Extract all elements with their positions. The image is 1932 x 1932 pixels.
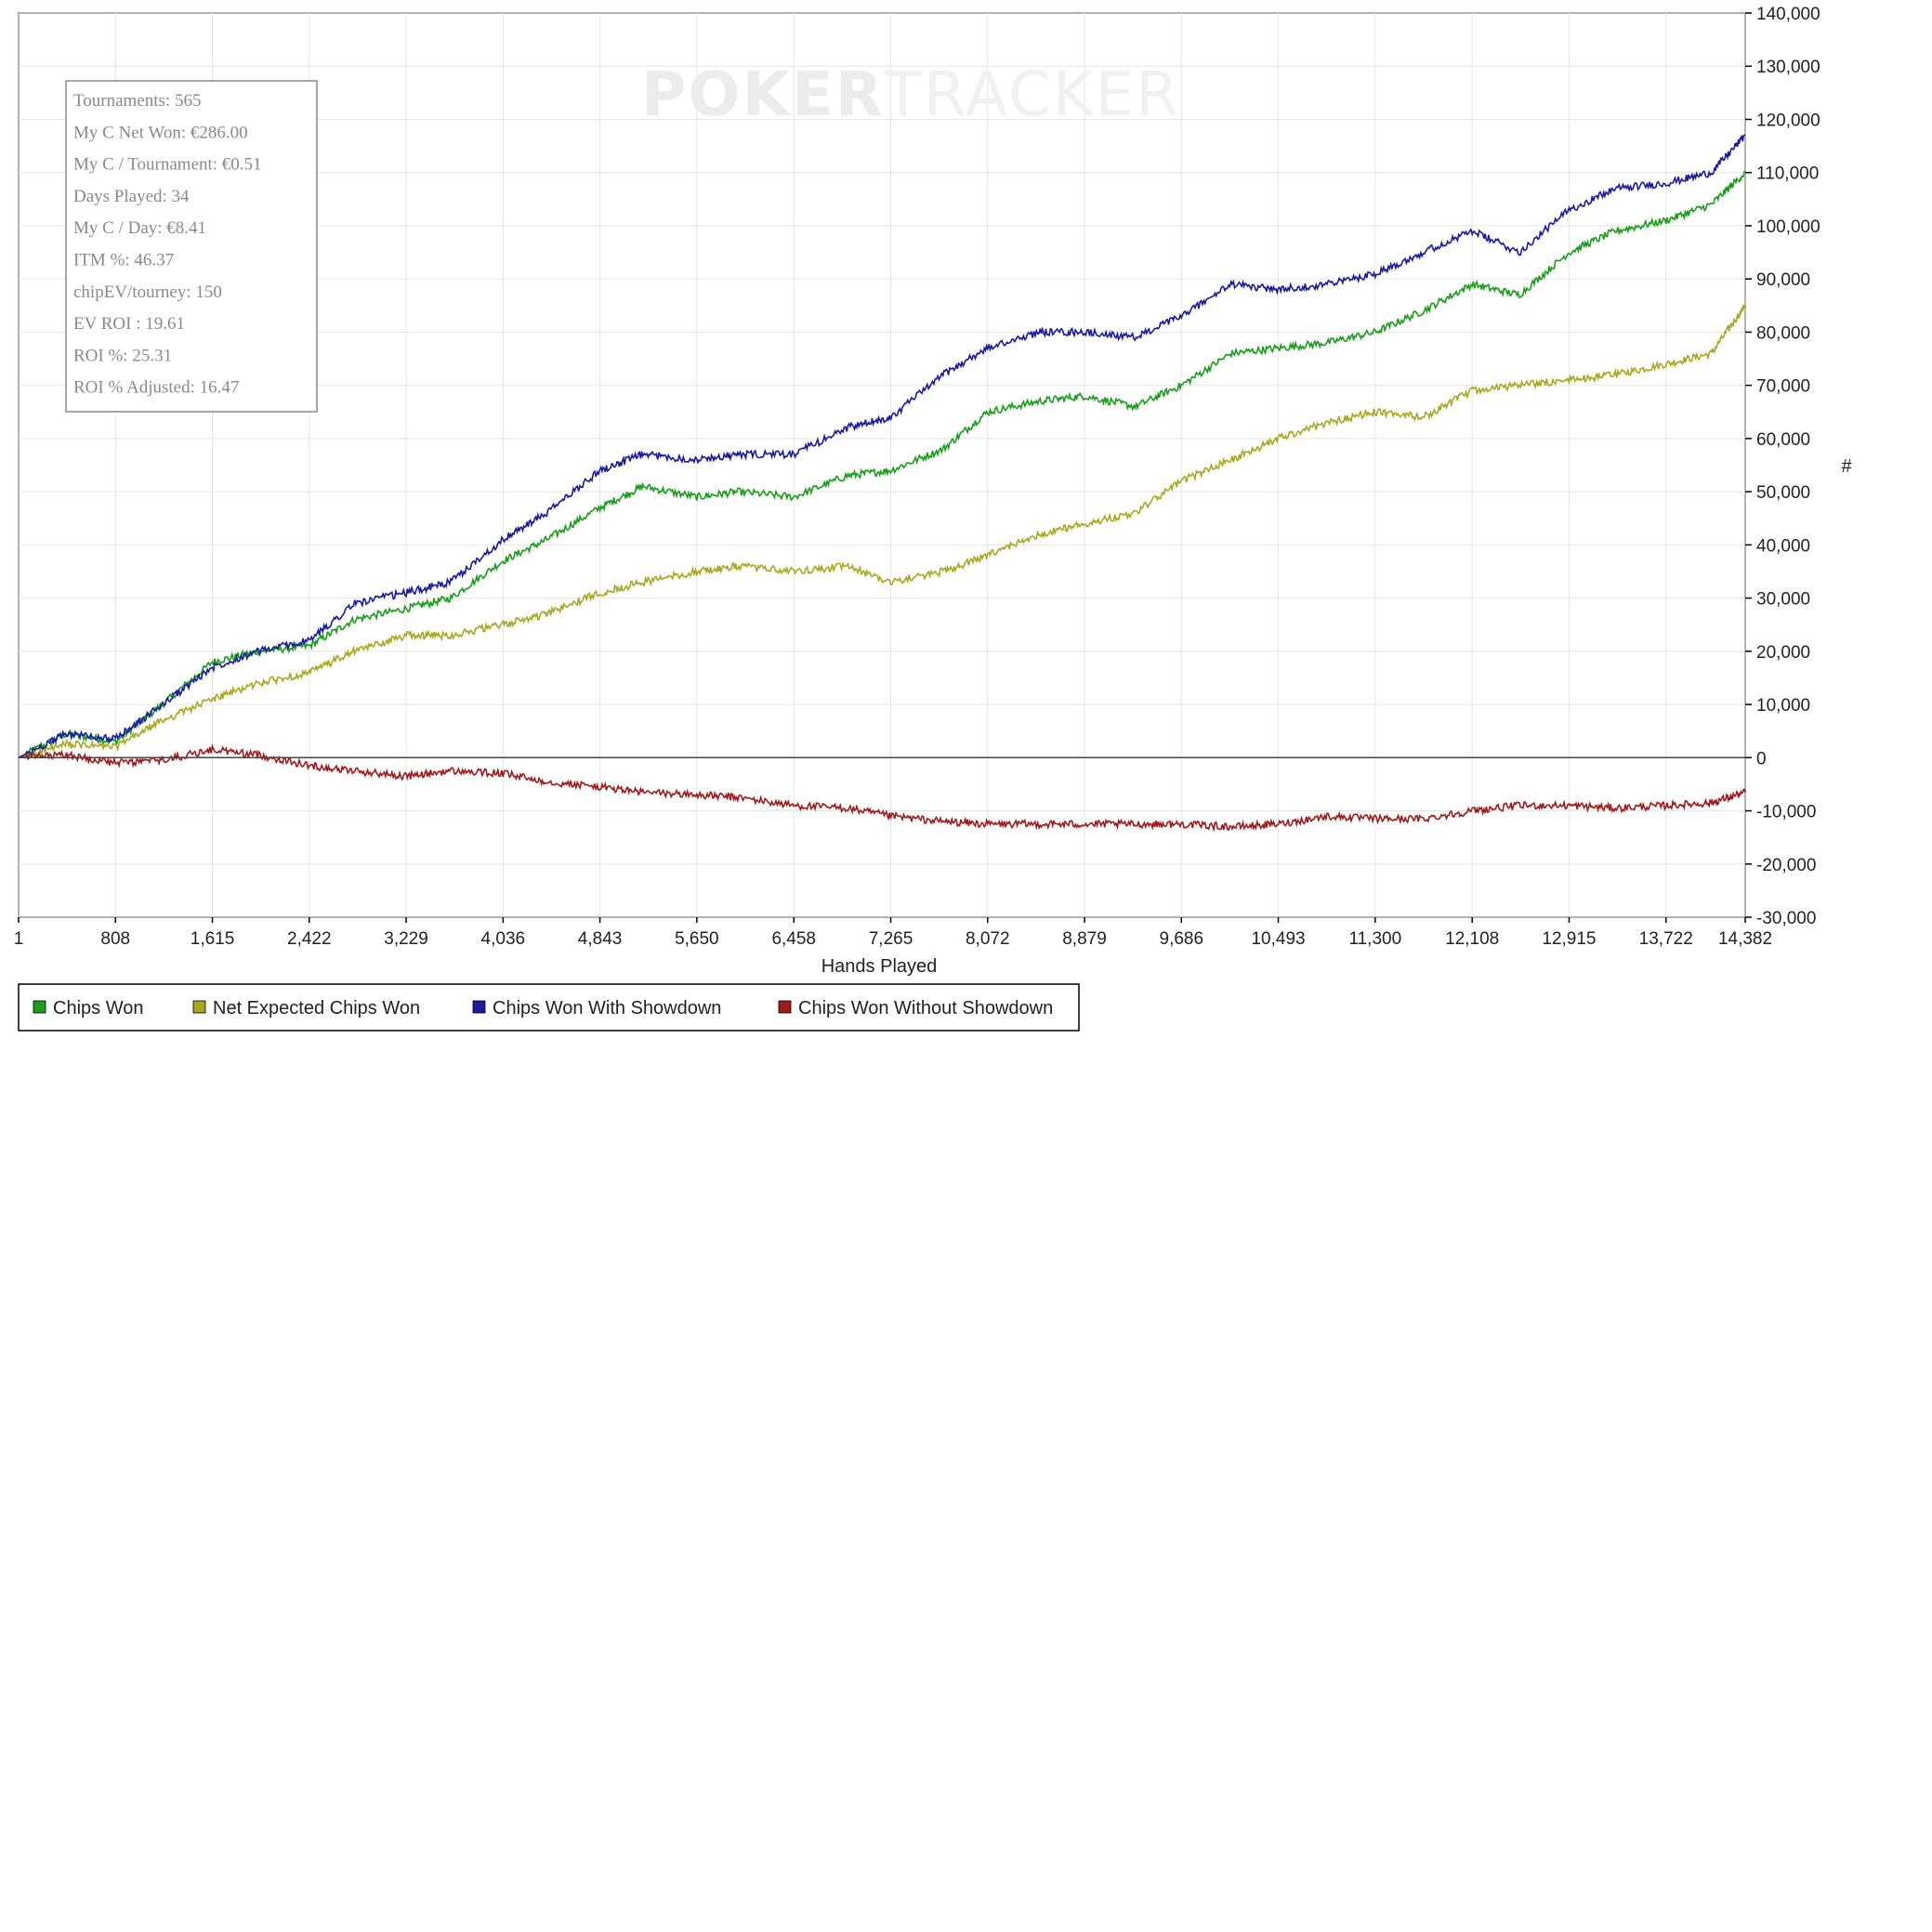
x-tick-label: 7,265	[869, 929, 913, 949]
x-tick-label: 2,422	[287, 929, 332, 949]
x-tick-label: 8,072	[966, 929, 1010, 949]
svg-text:POKERTRACKER: POKERTRACKER	[641, 59, 1180, 130]
series-line-chips-won	[18, 170, 1746, 759]
stats-line: ITM %: 46.37	[73, 251, 174, 270]
watermark: POKERTRACKER	[641, 59, 1180, 130]
legend: Chips Won Net Expected Chips Won Chips Won…	[18, 983, 1080, 1032]
x-tick-label: 14,382	[1718, 929, 1772, 949]
stats-line: Days Played: 34	[73, 187, 190, 206]
watermark-light: TRACKER	[884, 59, 1180, 130]
y-tick-label: 70,000	[1756, 377, 1810, 397]
legend-swatch	[33, 1000, 46, 1014]
y-tick-label: 110,000	[1756, 164, 1819, 184]
y-tick-label: 40,000	[1756, 536, 1810, 556]
y-tick-label: 50,000	[1756, 483, 1810, 503]
series-group	[18, 134, 1746, 833]
y-tick-label: 30,000	[1756, 590, 1810, 610]
legend-label: Chips Won Without Showdown	[798, 998, 1053, 1019]
y-tick-label: 0	[1756, 749, 1767, 769]
y-tick-label: -10,000	[1756, 803, 1816, 822]
stats-line: chipEV/tourney: 150	[73, 283, 222, 302]
x-tick-label: 13,722	[1639, 929, 1693, 949]
x-tick-label: 11,300	[1348, 929, 1401, 949]
y-tick-label: 10,000	[1756, 696, 1810, 716]
x-tick-label: 3,229	[384, 929, 428, 949]
y-tick-label: 100,000	[1756, 217, 1820, 237]
y-tick-label: -20,000	[1756, 856, 1816, 875]
legend-swatch	[472, 1000, 486, 1014]
x-tick-label: 12,108	[1445, 929, 1499, 949]
x-tick-label: 10,493	[1251, 929, 1305, 949]
y-tick-label: 20,000	[1756, 643, 1810, 663]
stats-line: My C / Tournament: €0.51	[73, 155, 262, 175]
stats-line: My C / Day: €8.41	[73, 218, 206, 238]
series-line-chips-won-without-showdown	[18, 743, 1746, 833]
x-tick-label: 9,686	[1160, 929, 1204, 949]
x-tick-label: 808	[100, 929, 130, 949]
x-axis: 1 808 1,615 2,422 3,229 4,036 4,843 5,650 6,458 7…	[14, 917, 1772, 949]
stats-line: ROI % Adjusted: 16.47	[73, 378, 239, 398]
stats-line: EV ROI : 19.61	[73, 314, 185, 334]
series-line-net-expected-chips-won	[18, 304, 1746, 759]
y-tick-label: 80,000	[1756, 323, 1810, 343]
x-tick-label: 1,615	[191, 929, 235, 949]
grid	[18, 12, 1746, 918]
x-tick-label: 1	[14, 929, 24, 949]
x-tick-label: 4,036	[481, 929, 526, 949]
legend-label: Chips Won	[53, 998, 143, 1019]
legend-swatch	[778, 1000, 792, 1014]
watermark-bold: POKER	[641, 59, 885, 130]
stats-line: ROI %: 25.31	[73, 346, 172, 365]
x-axis-title: Hands Played	[821, 956, 938, 977]
legend-swatch	[192, 1000, 206, 1014]
x-tick-label: 8,879	[1062, 929, 1107, 949]
x-tick-label: 6,458	[771, 929, 816, 949]
y-axis: 140,000 130,000 120,000 110,000 100,000 90,00…	[1745, 5, 1820, 928]
x-tick-label: 4,843	[578, 929, 623, 949]
y-tick-label: 130,000	[1756, 58, 1820, 77]
y-tick-label: 60,000	[1756, 430, 1810, 450]
x-tick-label: 5,650	[675, 929, 719, 949]
stats-box: Tournaments: 565 My C Net Won: €286.00 My …	[65, 80, 318, 413]
y-tick-label: 140,000	[1756, 5, 1820, 24]
y-tick-label: -30,000	[1756, 909, 1816, 928]
legend-label: Chips Won With Showdown	[493, 998, 721, 1019]
stats-line: Tournaments: 565	[73, 91, 201, 111]
y-tick-label: 90,000	[1756, 270, 1810, 290]
y-axis-title: #	[1841, 456, 1852, 477]
y-tick-label: 120,000	[1756, 111, 1820, 130]
series-line-chips-won-with-showdown	[18, 134, 1746, 759]
stats-line: My C Net Won: €286.00	[73, 123, 248, 142]
legend-label: Net Expected Chips Won	[213, 998, 420, 1019]
x-tick-label: 12,915	[1542, 929, 1596, 949]
